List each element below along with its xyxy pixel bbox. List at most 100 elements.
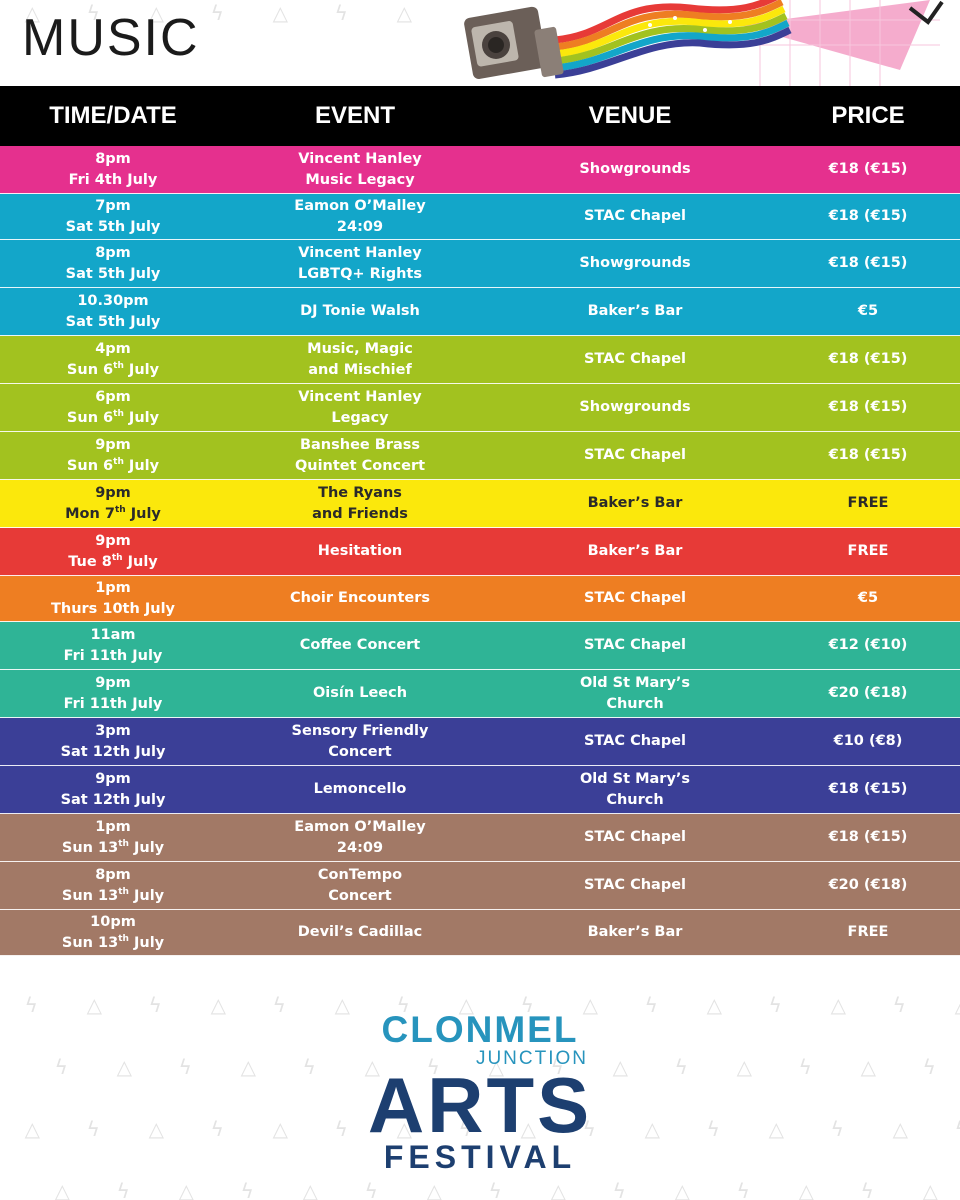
svg-text:ϟ: ϟ	[179, 1055, 192, 1079]
time-text: 8pm	[95, 244, 131, 261]
date-suffix: th	[113, 456, 124, 467]
svg-text:△: △	[861, 1055, 877, 1079]
date-day: Sun 6	[66, 409, 114, 426]
time-text: 4pm	[95, 340, 131, 357]
svg-text:△: △	[427, 1179, 443, 1200]
date-day: Fri 4th July	[68, 171, 158, 188]
event-line: Oisín Leech	[312, 685, 408, 701]
price-cell: €18 (€15)	[828, 161, 908, 177]
svg-text:△: △	[955, 993, 960, 1017]
venue-cell: STAC Chapel	[494, 635, 776, 656]
svg-text:△: △	[675, 1179, 691, 1200]
event-cell: Vincent Hanley Legacy	[226, 387, 494, 429]
price-cell: €20 (€18)	[828, 685, 908, 701]
table-row: 11am Fri 11th July Coffee Concert STAC C…	[0, 622, 960, 670]
time-text: 10.30pm	[77, 292, 149, 309]
venue-line: Baker’s Bar	[587, 303, 683, 319]
date-day: Thurs 10th July	[51, 600, 175, 617]
table-row: 10.30pm Sat 5th July DJ Tonie Walsh Bake…	[0, 288, 960, 336]
price-cell: €5	[857, 303, 879, 319]
svg-text:△: △	[117, 1055, 133, 1079]
event-line: Vincent Hanley	[298, 388, 422, 405]
time-text: 9pm	[95, 770, 131, 787]
time-text: 9pm	[95, 484, 131, 501]
event-line: Eamon O’Malley	[294, 818, 426, 835]
svg-text:△: △	[303, 1179, 319, 1200]
date-month: July	[123, 457, 160, 474]
venue-cell: Baker’s Bar	[494, 541, 776, 562]
venue-cell: Old St Mary’s Church	[494, 673, 776, 715]
venue-cell: Baker’s Bar	[494, 922, 776, 943]
event-cell: DJ Tonie Walsh	[226, 301, 494, 322]
venue-line: STAC Chapel	[583, 208, 687, 224]
time-text: 8pm	[95, 866, 131, 883]
svg-text:ϟ: ϟ	[769, 993, 782, 1017]
table-row: 4pm Sun 6th July Music, Magic and Mischie…	[0, 336, 960, 384]
time-date-cell: 11am Fri 11th July	[0, 625, 226, 667]
price-cell: €10 (€8)	[833, 733, 903, 749]
svg-text:ϟ: ϟ	[893, 993, 906, 1017]
svg-text:△: △	[521, 1117, 537, 1141]
time-text: 8pm	[95, 150, 131, 167]
price-cell: €12 (€10)	[828, 637, 908, 653]
venue-cell: STAC Chapel	[494, 731, 776, 752]
svg-text:△: △	[273, 1, 289, 25]
time-date-cell: 10pm Sun 13th July	[0, 912, 226, 954]
svg-text:ϟ: ϟ	[799, 1055, 812, 1079]
venue-cell: Old St Mary’s Church	[494, 769, 776, 811]
event-cell: Oisín Leech	[226, 683, 494, 704]
venue-line: Showgrounds	[579, 399, 691, 415]
svg-text:ϟ: ϟ	[489, 1179, 502, 1200]
logo-junction: JUNCTION	[475, 1048, 588, 1069]
date-month: July	[128, 887, 165, 904]
event-line: Music Legacy	[305, 171, 415, 188]
date-day: Sat 5th July	[65, 265, 161, 282]
event-line: Choir Encounters	[289, 590, 431, 606]
venue-line: STAC Chapel	[583, 733, 687, 749]
svg-text:ϟ: ϟ	[955, 1117, 960, 1141]
header-time: TIME/DATE	[49, 102, 177, 129]
event-line: Concert	[328, 743, 392, 760]
date-suffix: th	[118, 933, 129, 944]
event-line: Lemoncello	[313, 781, 407, 797]
svg-text:ϟ: ϟ	[55, 1055, 68, 1079]
date-month: July	[125, 505, 161, 522]
date-day: Sat 5th July	[65, 218, 161, 235]
date-day: Sun 13	[61, 934, 119, 951]
event-line: 24:09	[336, 839, 384, 856]
date-text: Fri 11th July	[0, 646, 226, 667]
venue-line: Baker’s Bar	[587, 495, 683, 511]
header-price: PRICE	[831, 102, 905, 129]
venue-line: STAC Chapel	[583, 637, 687, 653]
event-cell: Eamon O’Malley 24:09	[226, 196, 494, 238]
event-cell: Coffee Concert	[226, 635, 494, 656]
date-month: July	[122, 553, 158, 570]
venue-line: STAC Chapel	[583, 877, 687, 893]
event-line: 24:09	[336, 218, 384, 235]
table-row: 8pm Fri 4th July Vincent Hanley Music Leg…	[0, 146, 960, 194]
svg-text:ϟ: ϟ	[335, 1117, 348, 1141]
svg-text:△: △	[211, 993, 227, 1017]
venue-cell: Showgrounds	[494, 159, 776, 180]
logo-clonmel: CLONMEL	[381, 1009, 579, 1050]
date-month: July	[128, 934, 165, 951]
svg-text:△: △	[397, 1, 413, 25]
date-day: Fri 11th July	[63, 695, 163, 712]
svg-text:ϟ: ϟ	[117, 1179, 130, 1200]
svg-text:△: △	[25, 1117, 41, 1141]
header-venue: VENUE	[588, 102, 672, 129]
svg-text:ϟ: ϟ	[521, 993, 534, 1017]
time-date-cell: 9pm Tue 8th July	[0, 531, 226, 573]
date-text: Thurs 10th July	[0, 599, 226, 620]
date-suffix: th	[111, 552, 123, 563]
date-suffix: th	[113, 360, 124, 371]
time-text: 1pm	[95, 818, 131, 835]
table-row: 9pm Fri 11th July Oisín Leech Old St Mar…	[0, 670, 960, 718]
table-row: 1pm Thurs 10th July Choir Encounters STA…	[0, 576, 960, 622]
svg-text:△: △	[397, 1117, 413, 1141]
header-event: EVENT	[314, 102, 395, 129]
event-cell: Devil’s Cadillac	[226, 922, 494, 943]
time-text: 9pm	[95, 674, 131, 691]
event-line: The Ryans	[318, 484, 402, 501]
